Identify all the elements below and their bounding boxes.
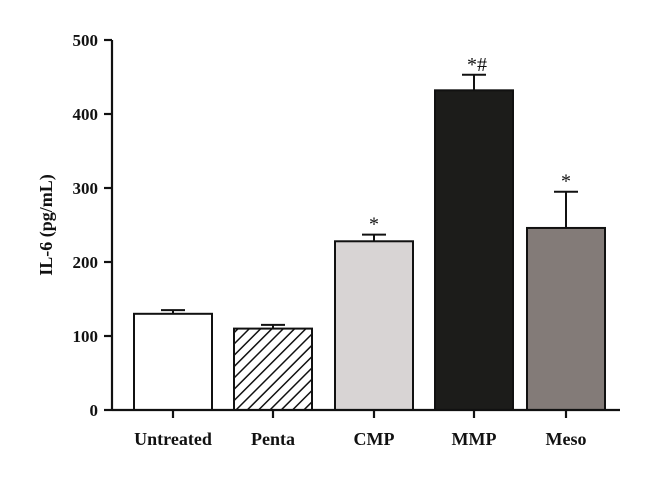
bars-layer: * *# * [133,54,606,412]
x-tick-label-untreated: Untreated [134,429,212,449]
x-tick-label-penta: Penta [251,429,295,449]
bar-mmp [434,89,514,411]
y-tick-label: 300 [73,179,99,198]
x-tick-label-mmp: MMP [452,429,497,449]
significance-marker-mmp: *# [467,54,487,76]
x-tick-label-meso: Meso [546,429,587,449]
bar-penta [233,327,313,412]
y-tick-label: 500 [73,31,99,50]
y-tick-label: 200 [73,253,99,272]
x-tick-label-cmp: CMP [354,429,395,449]
significance-marker-meso: * [561,171,571,193]
y-tick-label: 100 [73,327,99,346]
axes-layer: 0 100 200 300 400 500 Untreated Penta CMP MMP Meso [73,31,620,449]
y-tick-label: 400 [73,105,99,124]
significance-marker-cmp: * [369,214,379,236]
y-axis-title: IL-6 (pg/mL) [36,174,57,276]
bar-untreated [133,312,213,411]
y-tick-label: 0 [90,401,99,420]
bar-meso [526,226,606,411]
bar-cmp [334,240,414,411]
